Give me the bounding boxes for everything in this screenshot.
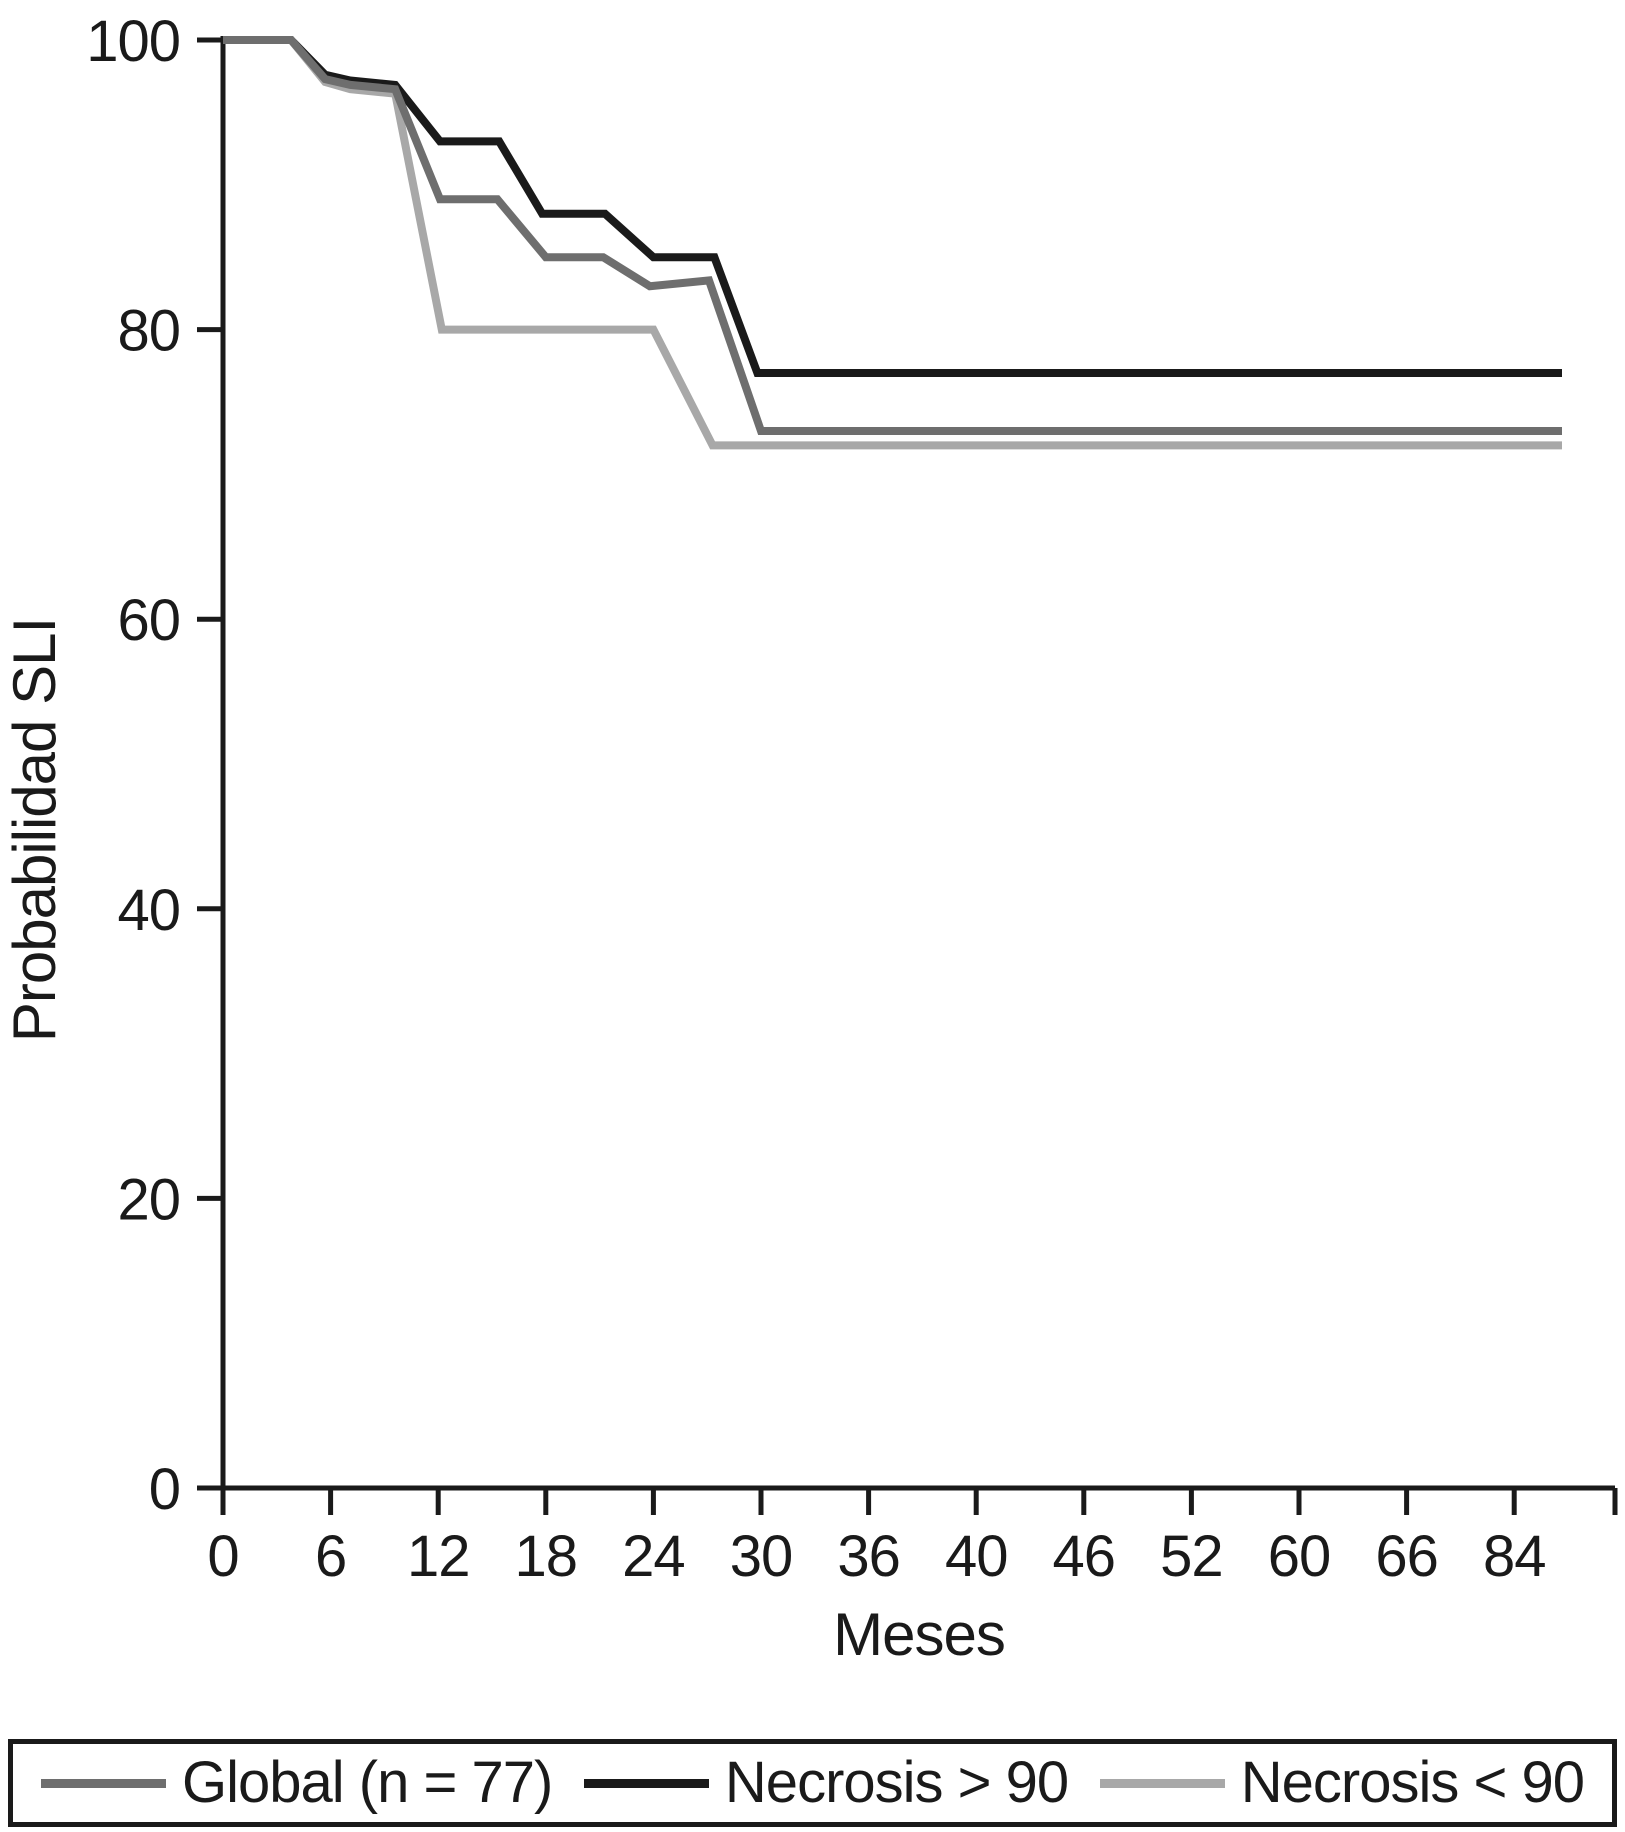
y-tick-label: 100	[86, 9, 180, 74]
y-tick-label: 80	[117, 299, 180, 364]
y-tick-label: 60	[117, 588, 180, 653]
legend-label-necrosis-gt90: Necrosis > 90	[724, 1750, 1069, 1815]
x-tick-label: 66	[1375, 1524, 1438, 1589]
legend-swatch-necrosis-lt90	[1099, 1778, 1225, 1788]
y-tick-label: 0	[149, 1457, 180, 1522]
series-line-global	[223, 36, 1562, 435]
x-tick-label: 40	[945, 1524, 1008, 1589]
y-tick-label: 40	[117, 878, 180, 943]
legend: Global (n = 77) Necrosis > 90 Necrosis <…	[8, 1739, 1617, 1827]
x-tick-label: 46	[1053, 1524, 1116, 1589]
survival-chart: 0 6 12 18 24 30 36 40 46 52 60 66 84 0 20 40 60 80 100 Mese…	[1, 9, 1618, 1668]
x-tick-label: 24	[622, 1524, 685, 1589]
x-tick-label: 52	[1160, 1524, 1223, 1589]
series-line-necrosis-lt90	[223, 36, 1562, 450]
x-tick-label: 12	[407, 1524, 470, 1589]
legend-label-global: Global (n = 77)	[182, 1750, 553, 1815]
x-tick-label: 18	[515, 1524, 578, 1589]
legend-swatch-necrosis-gt90	[583, 1778, 709, 1788]
legend-swatch-global	[41, 1778, 166, 1788]
legend-item-necrosis-gt90: Necrosis > 90	[583, 1750, 1069, 1815]
x-tick-label: 30	[730, 1524, 793, 1589]
x-tick-label: 84	[1483, 1524, 1546, 1589]
series-line-necrosis-gt90	[223, 36, 1562, 377]
legend-item-necrosis-lt90: Necrosis < 90	[1099, 1750, 1585, 1815]
legend-label-necrosis-lt90: Necrosis < 90	[1240, 1750, 1585, 1815]
y-axis-title: Probabilidad SLI	[1, 618, 68, 1042]
y-tick-label: 20	[117, 1167, 180, 1232]
x-tick-label: 6	[315, 1524, 346, 1589]
x-axis-title: Meses	[833, 1601, 1005, 1668]
legend-item-global: Global (n = 77)	[41, 1750, 553, 1815]
x-tick-label: 36	[837, 1524, 900, 1589]
x-tick-label: 0	[207, 1524, 238, 1589]
x-tick-label: 60	[1268, 1524, 1331, 1589]
